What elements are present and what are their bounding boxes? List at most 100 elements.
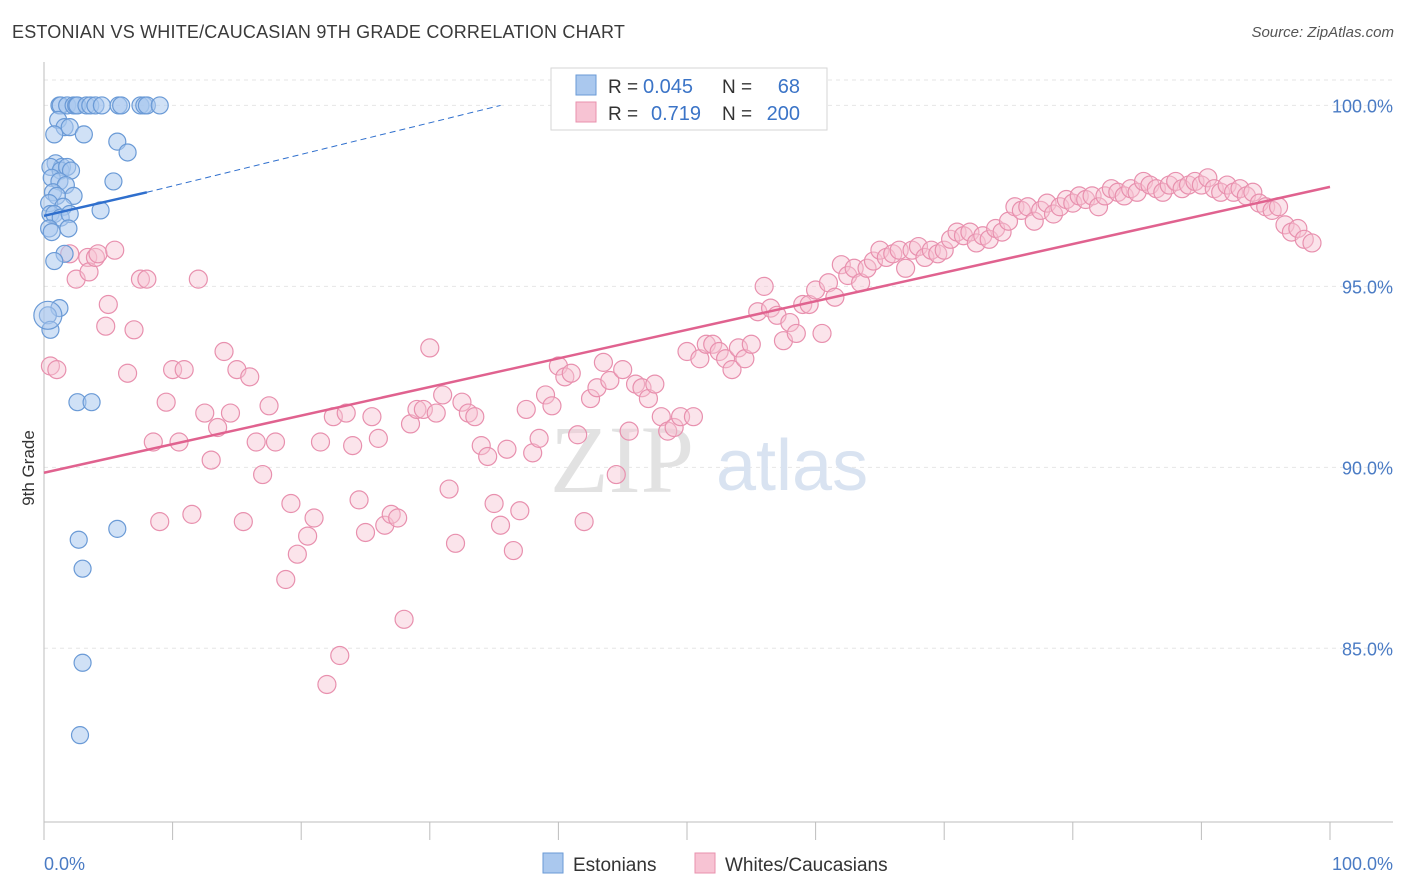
point-whites-caucasians [349,490,369,510]
stats-r-label-estonians: R = [608,77,638,98]
stats-n-value-whites: 200 [767,103,800,125]
point-whites-caucasians [593,352,614,372]
point-whites-caucasians [130,269,151,289]
point-whites-caucasians [343,436,363,456]
legend-swatch-whites [694,852,716,874]
point-whites-caucasians [625,374,646,394]
point-whites-caucasians [174,360,194,380]
point-whites-caucasians [40,356,61,376]
stats-n-label-estonians: N = [722,77,752,98]
point-whites-caucasians [703,334,723,354]
trend-line-whites [43,185,1331,474]
legend-label-whites: Whites/Caucasians [725,855,888,876]
stats-box-frame [550,67,828,131]
x-tick-labels: 0.0% 100.0% [44,854,1393,874]
point-estonians [60,118,79,137]
legend-swatch-estonians [542,852,564,874]
series-estonians [33,96,169,745]
point-whites-caucasians [156,392,176,412]
point-whites-caucasians [458,403,478,423]
point-whites-caucasians [722,360,742,380]
point-whites-caucasians [445,533,466,553]
point-whites-caucasians [934,240,954,260]
point-whites-caucasians [497,439,517,459]
point-whites-caucasians [298,526,318,546]
point-estonians [73,559,92,578]
point-estonians-large [33,300,63,330]
point-whites-caucasians [478,446,498,467]
point-whites-caucasians [452,392,472,412]
point-whites-caucasians [355,522,376,543]
legend: Estonians Whites/Caucasians [542,852,888,876]
point-whites-caucasians [812,323,832,344]
axes [43,62,1393,840]
point-whites-caucasians [220,403,241,423]
point-whites-caucasians [1302,233,1322,253]
y-tick-label: 90.0% [1342,458,1393,478]
point-whites-caucasians [1043,204,1064,224]
point-whites-caucasians [336,403,356,423]
point-whites-caucasians [645,374,665,394]
trend-line-estonians-extension [146,104,501,193]
point-estonians [73,653,92,672]
point-whites-caucasians [240,367,260,387]
point-whites-caucasians [516,399,536,420]
point-estonians [82,393,101,412]
point-estonians [92,96,111,115]
stats-n-value-estonians: 68 [778,76,800,98]
point-whites-caucasians [233,512,253,532]
point-whites-caucasians [613,360,633,380]
point-whites-caucasians [150,512,170,532]
point-whites-caucasians [555,367,575,387]
point-whites-caucasians [471,436,491,456]
point-whites-caucasians [381,504,401,524]
point-estonians [150,96,169,115]
point-whites-caucasians [253,464,273,485]
point-whites-caucasians [600,370,620,391]
point-whites-caucasians [330,645,350,666]
y-tick-label: 95.0% [1342,277,1393,297]
point-whites-caucasians [1024,211,1044,231]
point-whites-caucasians [246,432,266,452]
point-whites-caucasians [195,403,215,423]
point-whites-caucasians [214,341,234,362]
point-whites-caucasians [715,349,736,369]
point-estonians [69,530,88,549]
point-whites-caucasians [1011,200,1031,220]
point-whites-caucasians [439,479,459,499]
point-whites-caucasians [426,403,446,423]
stats-box: R = 0.045 N = 68 R = 0.719 N = 200 [550,67,828,131]
point-estonians [104,172,123,191]
point-whites-caucasians [124,320,144,340]
point-whites-caucasians [188,269,208,289]
point-whites-caucasians [542,396,562,416]
point-whites-caucasians [490,515,511,535]
watermark-zip: ZIP [550,406,694,513]
point-whites-caucasians [259,396,279,416]
point-whites-caucasians [407,399,427,420]
stats-swatch-whites [575,101,597,123]
point-whites-caucasians [465,407,485,427]
point-whites-caucasians [96,316,116,336]
point-estonians [45,251,64,271]
point-whites-caucasians [117,363,138,383]
point-estonians [45,125,64,144]
point-whites-caucasians [1288,218,1308,239]
point-estonians [112,96,131,115]
point-whites-caucasians [1088,197,1109,217]
point-whites-caucasians [1243,182,1263,202]
point-whites-caucasians [561,363,581,383]
point-whites-caucasians [754,276,774,296]
point-whites-caucasians [420,338,440,358]
x-tick-label-max: 100.0% [1332,854,1393,874]
watermark: ZIP atlas [550,406,868,513]
point-whites-caucasians [780,312,800,333]
point-estonians [41,320,60,339]
trend-lines [43,104,1331,474]
point-whites-caucasians [535,385,556,405]
stats-swatch-estonians [575,74,597,96]
point-whites-caucasians [310,432,331,452]
point-whites-caucasians [287,544,307,564]
y-tick-label: 100.0% [1332,96,1393,116]
